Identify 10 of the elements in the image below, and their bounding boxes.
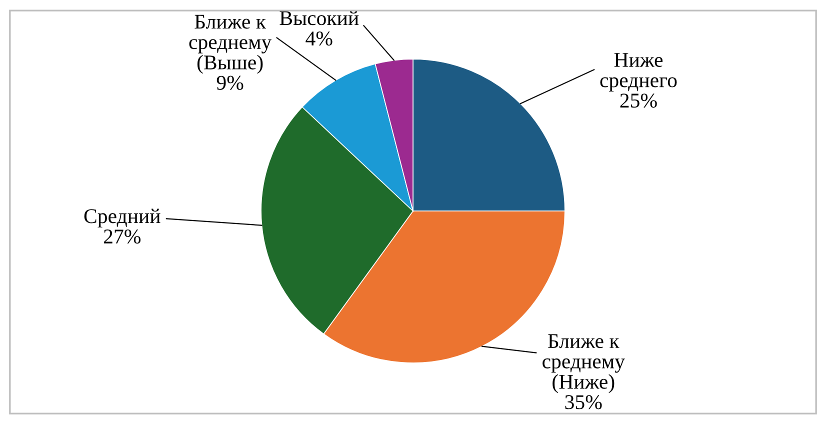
slice-label: Высокий	[280, 10, 359, 26]
data-label: 35%	[565, 395, 602, 410]
slice-label: Средний	[84, 208, 160, 228]
data-label: 25%	[620, 94, 657, 108]
slice-label: Ближе к среднему (Ниже)	[542, 334, 625, 394]
data-label: 27%	[104, 229, 141, 244]
slice-label: Ближе к среднему (Выше)	[189, 14, 272, 74]
slice-label: Ниже среднего	[600, 53, 677, 92]
data-label: 9%	[216, 76, 244, 90]
data-label: 4%	[306, 31, 332, 46]
